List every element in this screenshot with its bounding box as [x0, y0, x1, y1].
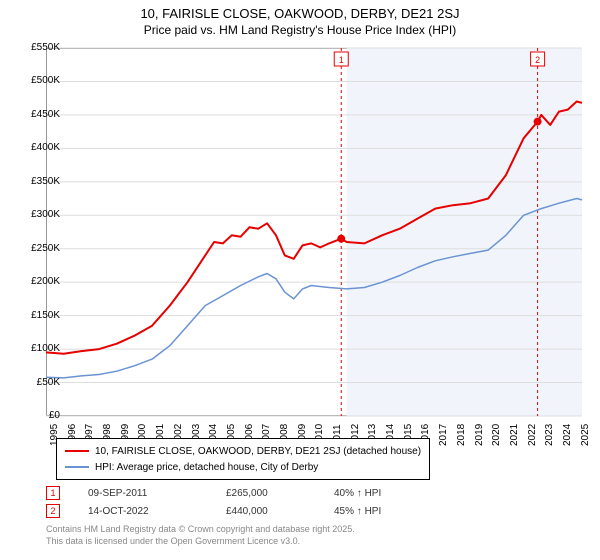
marker-id-box: 1 — [46, 486, 60, 500]
y-tick-label: £400K — [16, 142, 60, 153]
chart-area: 12 — [46, 48, 582, 416]
marker-id-box: 2 — [46, 504, 60, 518]
marker-hpi-delta: 40% ↑ HPI — [334, 488, 414, 499]
event-marker-number: 1 — [339, 55, 344, 65]
marker-date: 09-SEP-2011 — [88, 488, 198, 499]
x-tick-label: 2020 — [491, 424, 502, 446]
title-address: 10, FAIRISLE CLOSE, OAKWOOD, DERBY, DE21… — [0, 6, 600, 21]
y-tick-label: £150K — [16, 310, 60, 321]
marker-price: £265,000 — [226, 488, 306, 499]
footer-line: Contains HM Land Registry data © Crown c… — [46, 524, 355, 536]
y-tick-label: £250K — [16, 243, 60, 254]
x-tick-label: 2019 — [474, 424, 485, 446]
plot-svg: 12 — [46, 48, 582, 416]
y-tick-label: £100K — [16, 343, 60, 354]
marker-date: 14-OCT-2022 — [88, 506, 198, 517]
x-tick-label: 2024 — [562, 424, 573, 446]
x-tick-label: 2025 — [580, 424, 591, 446]
title-block: 10, FAIRISLE CLOSE, OAKWOOD, DERBY, DE21… — [0, 0, 600, 37]
legend-row: HPI: Average price, detached house, City… — [65, 459, 421, 475]
event-marker-number: 2 — [535, 55, 540, 65]
footer-attribution: Contains HM Land Registry data © Crown c… — [46, 524, 355, 547]
title-subtitle: Price paid vs. HM Land Registry's House … — [0, 23, 600, 37]
y-tick-label: £300K — [16, 209, 60, 220]
chart-container: 10, FAIRISLE CLOSE, OAKWOOD, DERBY, DE21… — [0, 0, 600, 560]
marker-hpi-delta: 45% ↑ HPI — [334, 506, 414, 517]
y-tick-label: £500K — [16, 75, 60, 86]
legend-swatch-hpi — [65, 466, 89, 468]
marker-table-row: 2 14-OCT-2022 £440,000 45% ↑ HPI — [46, 502, 414, 520]
x-tick-label: 2021 — [509, 424, 520, 446]
y-tick-label: £200K — [16, 276, 60, 287]
legend-row: 10, FAIRISLE CLOSE, OAKWOOD, DERBY, DE21… — [65, 443, 421, 459]
legend-swatch-property — [65, 450, 89, 452]
footer-line: This data is licensed under the Open Gov… — [46, 536, 355, 548]
legend: 10, FAIRISLE CLOSE, OAKWOOD, DERBY, DE21… — [56, 438, 430, 480]
marker-price: £440,000 — [226, 506, 306, 517]
y-tick-label: £550K — [16, 42, 60, 53]
y-tick-label: £0 — [16, 410, 60, 421]
event-marker-table: 1 09-SEP-2011 £265,000 40% ↑ HPI 2 14-OCT-202… — [46, 484, 414, 520]
x-tick-label: 2017 — [438, 424, 449, 446]
legend-label: HPI: Average price, detached house, City… — [95, 462, 318, 473]
x-tick-label: 2018 — [456, 424, 467, 446]
marker-table-row: 1 09-SEP-2011 £265,000 40% ↑ HPI — [46, 484, 414, 502]
x-tick-label: 2023 — [544, 424, 555, 446]
legend-label: 10, FAIRISLE CLOSE, OAKWOOD, DERBY, DE21… — [95, 446, 421, 457]
y-tick-label: £450K — [16, 109, 60, 120]
shaded-region — [347, 48, 582, 416]
y-tick-label: £50K — [16, 377, 60, 388]
y-tick-label: £350K — [16, 176, 60, 187]
x-tick-label: 2022 — [527, 424, 538, 446]
